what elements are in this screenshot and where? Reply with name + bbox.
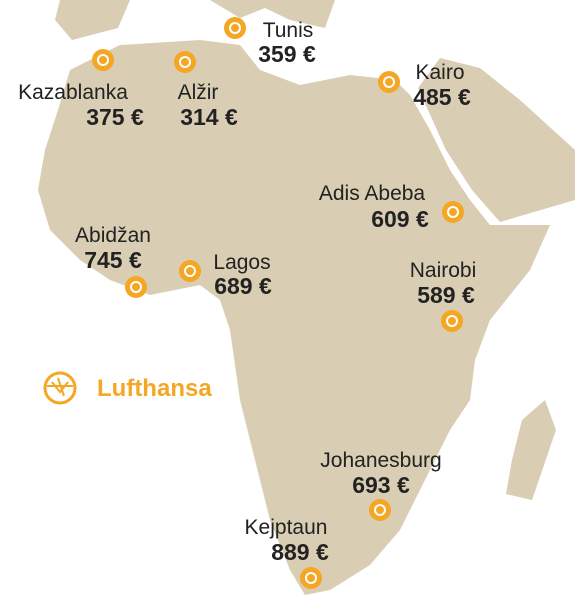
city-marker xyxy=(300,567,322,589)
city-marker-ring xyxy=(447,206,459,218)
city-marker xyxy=(224,17,246,39)
city-name: Lagos xyxy=(213,251,270,274)
city-name: Abidžan xyxy=(75,224,151,247)
city-marker xyxy=(125,276,147,298)
city-price: 375 € xyxy=(86,104,144,130)
city-name: Kazablanka xyxy=(18,81,128,104)
brand-name: Lufthansa xyxy=(97,375,212,402)
city-name: Tunis xyxy=(263,19,314,42)
city-marker-ring xyxy=(130,281,142,293)
city-price: 889 € xyxy=(271,539,329,565)
city-marker-ring xyxy=(179,56,191,68)
city-marker-ring xyxy=(97,54,109,66)
city-marker-ring xyxy=(374,504,386,516)
city-name: Kairo xyxy=(415,61,464,84)
city-price: 485 € xyxy=(413,84,471,110)
city-price: 609 € xyxy=(371,206,429,232)
city-price: 693 € xyxy=(352,472,410,498)
brand-logo xyxy=(43,371,77,405)
city-name: Alžir xyxy=(178,81,219,104)
city-name: Adis Abeba xyxy=(319,182,426,205)
city-marker xyxy=(92,49,114,71)
city-marker xyxy=(441,310,463,332)
city-name: Nairobi xyxy=(410,259,477,282)
city-marker-ring xyxy=(383,76,395,88)
city-price: 689 € xyxy=(214,273,272,299)
city-marker xyxy=(174,51,196,73)
city-marker-ring xyxy=(446,315,458,327)
city-marker xyxy=(378,71,400,93)
city-price: 745 € xyxy=(84,247,142,273)
city-price: 314 € xyxy=(180,104,238,130)
city-marker xyxy=(369,499,391,521)
land xyxy=(38,0,575,595)
city-marker-ring xyxy=(184,265,196,277)
city-marker xyxy=(179,260,201,282)
city-name: Johanesburg xyxy=(320,449,441,472)
city-name: Kejptaun xyxy=(245,516,328,539)
city-marker-ring xyxy=(305,572,317,584)
city-price: 359 € xyxy=(258,41,316,67)
city-marker xyxy=(442,201,464,223)
city-price: 589 € xyxy=(417,282,475,308)
city-marker-ring xyxy=(229,22,241,34)
